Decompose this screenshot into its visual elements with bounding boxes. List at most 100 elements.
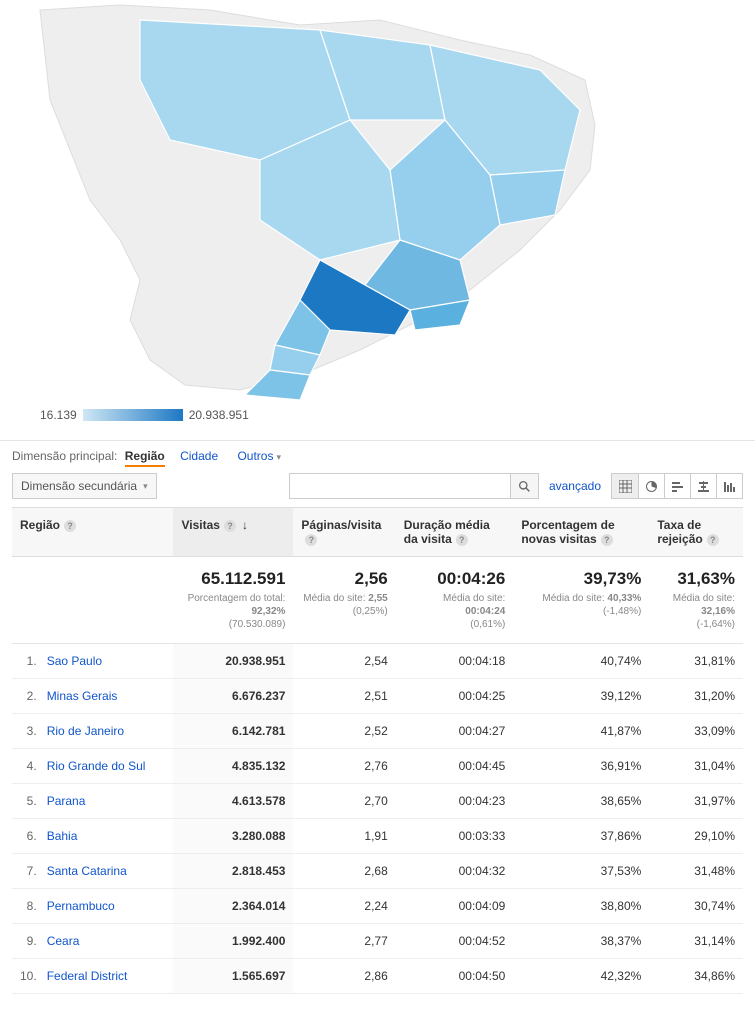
view-table-icon[interactable] [612,474,638,498]
row-index: 2. [12,679,39,714]
dimension-tab-city[interactable]: Cidade [180,449,218,463]
row-index: 10. [12,959,39,994]
advanced-link[interactable]: avançado [549,479,601,493]
help-icon[interactable]: ? [305,534,317,546]
cell-rejeicao: 31,97% [649,784,743,819]
cell-visitas: 3.280.088 [173,819,293,854]
cell-duracao: 00:04:23 [396,784,514,819]
primary-dimension-label: Dimensão principal: [12,449,117,463]
col-header-novas[interactable]: Porcentagem de novas visitas? [513,508,649,557]
table-row: 7.Santa Catarina2.818.4532,6800:04:3237,… [12,854,743,889]
row-index: 8. [12,889,39,924]
region-link[interactable]: Rio Grande do Sul [39,749,174,784]
cell-paginas: 2,52 [293,714,395,749]
table-row: 1.Sao Paulo20.938.9512,5400:04:1840,74%3… [12,644,743,679]
cell-duracao: 00:04:32 [396,854,514,889]
help-icon[interactable]: ? [64,520,76,532]
region-link[interactable]: Santa Catarina [39,854,174,889]
search-wrap [289,473,539,499]
cell-paginas: 2,76 [293,749,395,784]
cell-visitas: 1.565.697 [173,959,293,994]
region-link[interactable]: Federal District [39,959,174,994]
cell-rejeicao: 31,14% [649,924,743,959]
summary-duracao: 00:04:26 Média do site: 00:04:24(0,61%) [396,557,514,644]
cell-visitas: 1.992.400 [173,924,293,959]
cell-visitas: 4.835.132 [173,749,293,784]
table-row: 8.Pernambuco2.364.0142,2400:04:0938,80%3… [12,889,743,924]
cell-novas: 38,37% [513,924,649,959]
cell-rejeicao: 31,20% [649,679,743,714]
cell-rejeicao: 30,74% [649,889,743,924]
cell-novas: 39,12% [513,679,649,714]
cell-visitas: 20.938.951 [173,644,293,679]
search-button[interactable] [510,474,538,498]
summary-paginas: 2,56 Média do site: 2,55(0,25%) [293,557,395,644]
col-header-rejeicao[interactable]: Taxa de rejeição? [649,508,743,557]
region-link[interactable]: Parana [39,784,174,819]
view-pivot-icon[interactable] [716,474,742,498]
region-link[interactable]: Rio de Janeiro [39,714,174,749]
map-legend: 16.139 20.938.951 [40,408,249,422]
view-pie-icon[interactable] [638,474,664,498]
help-icon[interactable]: ? [601,534,613,546]
row-index: 4. [12,749,39,784]
cell-rejeicao: 29,10% [649,819,743,854]
region-link[interactable]: Ceara [39,924,174,959]
cell-paginas: 2,68 [293,854,395,889]
col-header-duracao[interactable]: Duração média da visita? [396,508,514,557]
table-row: 2.Minas Gerais6.676.2372,5100:04:2539,12… [12,679,743,714]
table-row: 10.Federal District1.565.6972,8600:04:50… [12,959,743,994]
cell-visitas: 4.613.578 [173,784,293,819]
region-link[interactable]: Bahia [39,819,174,854]
col-header-regiao[interactable]: Região? [12,508,173,557]
primary-dimension-row: Dimensão principal: Região Cidade Outros [12,449,743,463]
help-icon[interactable]: ? [456,534,468,546]
row-index: 6. [12,819,39,854]
cell-rejeicao: 33,09% [649,714,743,749]
cell-duracao: 00:04:52 [396,924,514,959]
cell-novas: 36,91% [513,749,649,784]
legend-max: 20.938.951 [189,408,249,422]
cell-paginas: 2,77 [293,924,395,959]
col-header-visitas[interactable]: Visitas?↓ [173,508,293,557]
map-region: 16.139 20.938.951 [0,0,755,440]
view-switcher [611,473,743,499]
view-bar-icon[interactable] [664,474,690,498]
sort-desc-icon: ↓ [242,518,248,532]
region-link[interactable]: Sao Paulo [39,644,174,679]
row-index: 1. [12,644,39,679]
secondary-dimension-dropdown[interactable]: Dimensão secundária [12,473,157,499]
cell-duracao: 00:04:27 [396,714,514,749]
help-icon[interactable]: ? [224,520,236,532]
table-row: 4.Rio Grande do Sul4.835.1322,7600:04:45… [12,749,743,784]
search-input[interactable] [290,474,510,498]
legend-gradient [83,409,183,421]
cell-novas: 38,80% [513,889,649,924]
cell-novas: 40,74% [513,644,649,679]
cell-duracao: 00:03:33 [396,819,514,854]
data-table: Região? Visitas?↓ Páginas/visita? Duraçã… [12,507,743,994]
cell-novas: 41,87% [513,714,649,749]
summary-row: 65.112.591 Porcentagem do total: 92,32%(… [12,557,743,644]
search-icon [518,480,531,493]
cell-novas: 42,32% [513,959,649,994]
dimension-tab-other[interactable]: Outros [237,449,281,463]
cell-paginas: 1,91 [293,819,395,854]
cell-visitas: 2.364.014 [173,889,293,924]
table-row: 3.Rio de Janeiro6.142.7812,5200:04:2741,… [12,714,743,749]
region-link[interactable]: Pernambuco [39,889,174,924]
cell-paginas: 2,86 [293,959,395,994]
table-row: 5.Parana4.613.5782,7000:04:2338,65%31,97… [12,784,743,819]
cell-rejeicao: 31,04% [649,749,743,784]
summary-novas: 39,73% Média do site: 40,33% (-1,48%) [513,557,649,644]
col-header-paginas[interactable]: Páginas/visita? [293,508,395,557]
dimension-tab-region[interactable]: Região [125,449,165,467]
summary-visitas: 65.112.591 Porcentagem do total: 92,32%(… [173,557,293,644]
cell-duracao: 00:04:18 [396,644,514,679]
region-link[interactable]: Minas Gerais [39,679,174,714]
view-comparison-icon[interactable] [690,474,716,498]
cell-novas: 37,53% [513,854,649,889]
help-icon[interactable]: ? [707,534,719,546]
cell-paginas: 2,24 [293,889,395,924]
cell-visitas: 6.142.781 [173,714,293,749]
